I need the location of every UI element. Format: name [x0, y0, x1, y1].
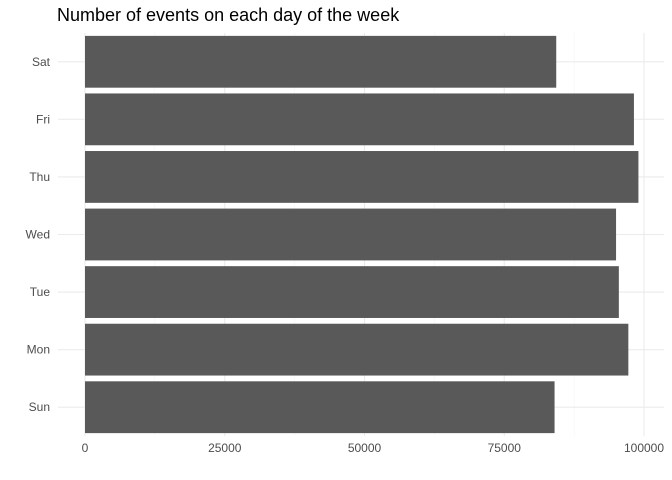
y-tick-label-tue: Tue	[30, 285, 51, 299]
bar-fri	[85, 93, 634, 146]
y-tick-label-thu: Thu	[29, 170, 50, 184]
bar-wed	[85, 208, 617, 261]
y-tick-label-sun: Sun	[29, 400, 50, 414]
x-tick-label: 25000	[208, 441, 242, 455]
x-tick-label: 75000	[488, 441, 522, 455]
y-tick-label-sat: Sat	[32, 55, 51, 69]
x-tick-labels: 0 25000 50000 75000 100000	[82, 441, 665, 455]
y-tick-label-mon: Mon	[27, 343, 50, 357]
bar-sat	[85, 35, 557, 88]
x-tick-label: 0	[82, 441, 89, 455]
y-tick-label-fri: Fri	[36, 112, 50, 126]
bar-sun	[85, 381, 555, 434]
x-tick-label: 50000	[348, 441, 382, 455]
bar-mon	[85, 323, 629, 376]
bar-thu	[85, 151, 639, 203]
y-tick-labels: Sun Mon Tue Wed Thu Fri Sat	[26, 55, 51, 414]
chart-title: Number of events on each day of the week	[57, 5, 400, 25]
bars	[85, 35, 639, 434]
y-tick-label-wed: Wed	[26, 228, 50, 242]
x-tick-label: 100000	[624, 441, 664, 455]
bar-tue	[85, 266, 619, 318]
